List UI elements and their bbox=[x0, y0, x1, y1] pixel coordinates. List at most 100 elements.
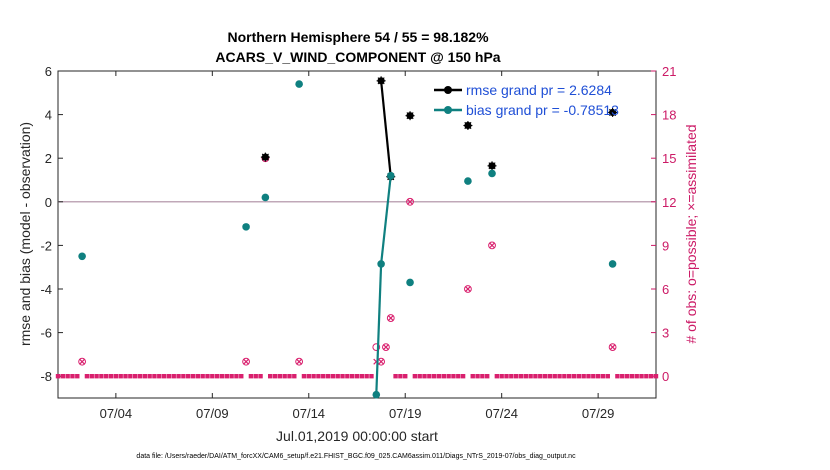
missing-day-marker bbox=[620, 374, 625, 379]
missing-day-marker bbox=[210, 374, 215, 379]
missing-day-marker bbox=[480, 374, 485, 379]
obs-assimilated-point-stroke bbox=[378, 358, 385, 365]
y-tick-label: -2 bbox=[40, 238, 52, 253]
bias-line-segment bbox=[380, 175, 392, 265]
missing-day-marker bbox=[234, 374, 239, 379]
missing-day-marker bbox=[128, 374, 133, 379]
missing-day-marker bbox=[581, 374, 586, 379]
missing-day-marker bbox=[566, 374, 572, 379]
missing-day-marker bbox=[518, 374, 524, 379]
missing-day-marker bbox=[441, 374, 447, 379]
missing-day-marker bbox=[513, 374, 519, 379]
obs-possible-point bbox=[488, 241, 496, 250]
series-lines bbox=[78, 76, 618, 399]
y-right-tick-label: 9 bbox=[662, 238, 669, 253]
missing-day-marker bbox=[398, 374, 403, 379]
y-tick-label: -8 bbox=[40, 369, 52, 384]
y-right-tick-label: 6 bbox=[662, 282, 669, 297]
bias-point bbox=[406, 278, 414, 287]
obs-assimilated-point-stroke bbox=[296, 358, 303, 365]
bias-line-segment bbox=[375, 263, 383, 395]
missing-day-marker bbox=[547, 374, 553, 379]
missing-day-marker bbox=[181, 374, 186, 379]
missing-day-marker bbox=[205, 374, 210, 379]
missing-day-marker bbox=[494, 374, 500, 379]
obs-possible-point bbox=[372, 343, 381, 352]
bias-point bbox=[386, 171, 395, 180]
missing-day-marker bbox=[499, 374, 504, 379]
missing-day-marker bbox=[277, 374, 283, 379]
plot-frame bbox=[57, 70, 657, 399]
x-tick-label: 07/19 bbox=[389, 406, 422, 421]
missing-day-marker bbox=[311, 374, 316, 379]
rmse-line-segment bbox=[380, 80, 392, 177]
missing-day-marker bbox=[219, 374, 225, 379]
missing-day-marker bbox=[166, 374, 172, 379]
x-tick-label: 07/09 bbox=[196, 406, 229, 421]
missing-day-marker bbox=[224, 374, 229, 379]
missing-day-marker bbox=[422, 374, 427, 379]
missing-day-marker bbox=[316, 374, 321, 379]
missing-day-marker bbox=[600, 374, 606, 379]
missing-day-marker bbox=[118, 374, 123, 379]
chart-subtitle: ACARS_V_WIND_COMPONENT @ 150 hPa bbox=[215, 49, 500, 65]
obs-assimilated-point-stroke bbox=[387, 315, 394, 322]
bias-point bbox=[242, 223, 250, 231]
rmse-star-ray bbox=[488, 162, 496, 170]
legend-rmse-label: rmse grand pr = 2.6284 bbox=[466, 82, 612, 98]
missing-day-marker bbox=[460, 374, 466, 379]
rmse-star-ray bbox=[609, 108, 617, 116]
missing-day-marker bbox=[75, 374, 80, 379]
missing-day-marker bbox=[200, 374, 205, 379]
missing-day-marker bbox=[190, 374, 196, 379]
missing-day-marker bbox=[171, 374, 176, 379]
missing-day-marker bbox=[325, 374, 331, 379]
missing-day-marker bbox=[634, 374, 639, 379]
y-tick-label: 0 bbox=[45, 195, 52, 210]
x-tick-label: 07/24 bbox=[485, 406, 518, 421]
missing-day-marker bbox=[306, 374, 311, 379]
missing-day-marker bbox=[562, 374, 567, 379]
missing-day-marker bbox=[137, 374, 143, 379]
y-axis-ticks: -8 -6 -4 -2 0 2 4 6 bbox=[40, 64, 63, 384]
y-tick-label: -6 bbox=[40, 326, 52, 341]
obs-assimilated-point-stroke bbox=[609, 344, 616, 351]
missing-day-marker bbox=[229, 374, 234, 379]
missing-day-marker bbox=[571, 374, 577, 379]
rmse-point-star bbox=[608, 107, 618, 117]
missing-day-marker bbox=[552, 374, 557, 379]
rmse-point-star bbox=[463, 121, 473, 130]
bias-point bbox=[488, 169, 496, 178]
missing-day-marker bbox=[287, 374, 292, 379]
y-right-tick-label: 3 bbox=[662, 326, 669, 341]
missing-day-marker bbox=[393, 374, 398, 379]
obs-assimilated-point-stroke bbox=[243, 358, 250, 365]
observation-count-markers bbox=[55, 154, 659, 379]
missing-day-marker bbox=[456, 374, 461, 379]
missing-day-marker bbox=[108, 374, 114, 379]
missing-day-marker bbox=[282, 374, 287, 379]
missing-day-marker bbox=[436, 374, 442, 379]
missing-day-marker bbox=[533, 374, 538, 379]
y-tick-label: 4 bbox=[45, 108, 52, 123]
y-right-tick-label: 12 bbox=[662, 195, 676, 210]
obs-possible-point bbox=[295, 357, 304, 366]
missing-day-marker bbox=[470, 374, 475, 379]
missing-day-marker bbox=[113, 374, 119, 379]
y-right-tick-label: 15 bbox=[662, 151, 676, 166]
missing-day-marker bbox=[557, 374, 562, 379]
obs-assimilated-point-stroke bbox=[382, 344, 389, 351]
missing-day-marker bbox=[321, 374, 326, 379]
y-tick-label: 6 bbox=[45, 64, 52, 79]
obs-possible-point bbox=[464, 285, 472, 293]
missing-day-marker bbox=[94, 374, 99, 379]
chart-title: Northern Hemisphere 54 / 55 = 98.182% bbox=[227, 29, 489, 45]
legend-bias-marker bbox=[444, 106, 452, 114]
rmse-star-ray bbox=[464, 121, 472, 130]
missing-day-marker bbox=[55, 374, 61, 379]
missing-day-marker bbox=[509, 374, 514, 379]
missing-day-marker bbox=[605, 374, 610, 379]
obs-assimilated-point-stroke bbox=[79, 358, 86, 365]
missing-day-marker bbox=[152, 374, 157, 379]
obs-possible-point bbox=[386, 314, 395, 322]
